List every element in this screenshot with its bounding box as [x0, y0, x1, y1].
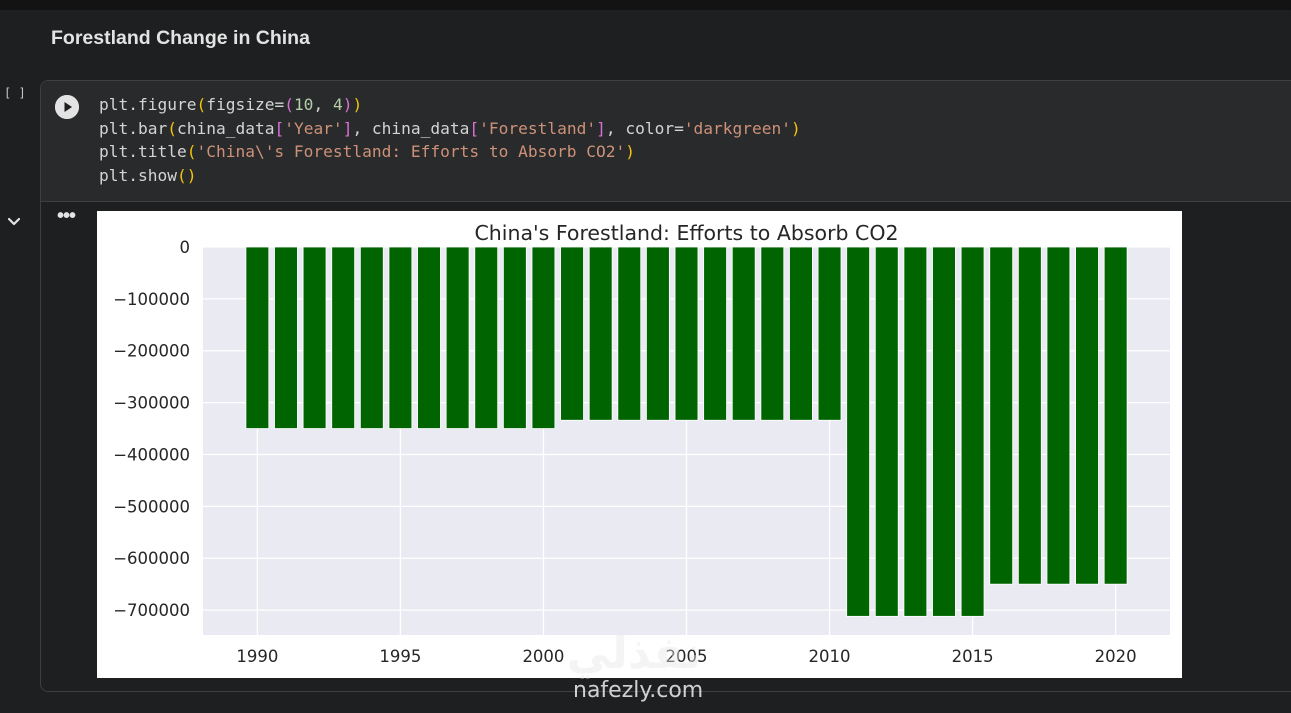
run-cell-button[interactable] — [55, 95, 79, 119]
code-token: ( — [167, 118, 177, 138]
code-token: plt.title — [99, 142, 187, 161]
y-tick-label: −500000 — [113, 497, 190, 516]
code-token: 10 — [293, 95, 314, 114]
window-top-strip — [0, 0, 1291, 10]
bar — [960, 246, 985, 617]
code-token: () — [176, 165, 197, 185]
y-tick-label: −100000 — [113, 290, 190, 309]
bar — [417, 246, 441, 429]
bar — [445, 246, 470, 429]
x-tick-label: 2005 — [666, 647, 708, 666]
code-line: plt.show() — [99, 164, 801, 188]
code-token: plt.bar — [99, 118, 168, 138]
y-tick-label: −300000 — [113, 394, 190, 413]
code-token: ) — [791, 118, 801, 138]
y-tick-label: −200000 — [113, 342, 190, 361]
x-tick-label: 1995 — [379, 647, 421, 666]
code-token: ] — [596, 118, 606, 138]
x-tick-label: 1990 — [236, 647, 278, 666]
code-token: [ — [274, 118, 285, 138]
x-tick-label: 2010 — [809, 647, 851, 666]
bar — [502, 246, 527, 429]
code-token: 4 — [332, 95, 343, 114]
plot-output: 0 −100000 −200000 −300000 −400000 −500000 −600… — [97, 211, 1182, 678]
x-tick-label: 2020 — [1095, 647, 1137, 666]
bar — [1075, 246, 1099, 585]
bar — [874, 246, 899, 617]
bar — [646, 246, 670, 421]
bar — [388, 246, 413, 429]
code-token: plt.figure — [99, 95, 197, 114]
y-tick-label: −700000 — [113, 601, 190, 620]
bar — [617, 246, 642, 421]
section-heading: Forestland Change in China — [51, 27, 310, 49]
code-line: plt.title('China\'s Forestland: Efforts … — [99, 140, 801, 164]
bar — [674, 246, 699, 421]
execution-count: [ ] — [4, 86, 26, 100]
more-horiz-icon: ••• — [57, 205, 76, 227]
code-token: ) — [342, 95, 353, 114]
bar-chart: 0 −100000 −200000 −300000 −400000 −500000 −600… — [113, 221, 1170, 666]
code-token: [ — [469, 118, 480, 138]
y-tick-label: −400000 — [113, 445, 190, 464]
bar — [331, 246, 356, 429]
bar — [245, 246, 270, 429]
chart-title: China's Forestland: Efforts to Absorb CO… — [474, 221, 898, 245]
y-tick-label: −600000 — [113, 549, 190, 568]
code-token: 'Year' — [284, 118, 343, 138]
code-token: ) — [625, 142, 636, 161]
code-token: ( — [284, 95, 294, 114]
output-menu-button[interactable]: ••• — [57, 206, 77, 231]
x-tick-label: 2015 — [952, 647, 994, 666]
bar — [588, 246, 613, 421]
code-token: china_data — [176, 118, 275, 138]
bar — [846, 246, 871, 617]
bar — [989, 246, 1014, 585]
bar — [817, 246, 842, 421]
code-token: ] — [342, 118, 353, 138]
bar — [903, 246, 928, 617]
x-tick-label: 2000 — [522, 647, 564, 666]
code-line: plt.bar(china_data['Year'], china_data['… — [99, 117, 801, 141]
bar — [731, 246, 756, 421]
bar — [274, 246, 298, 429]
collapse-output-button[interactable] — [4, 212, 24, 232]
code-token: plt.show — [99, 165, 177, 185]
notebook-top-edge — [0, 10, 1291, 18]
bar — [1046, 246, 1071, 585]
code-token: 'Forestland' — [479, 118, 597, 138]
code-line: plt.figure(figsize=(10, 4)) — [99, 93, 801, 117]
code-token: 'China\'s Forestland: Efforts to Absorb … — [196, 142, 626, 161]
bar — [474, 246, 499, 429]
code-token: , — [313, 95, 333, 114]
code-token: ( — [186, 142, 197, 161]
y-tick-label: 0 — [180, 238, 191, 257]
code-token: , color= — [605, 118, 684, 138]
chevron-down-icon — [7, 217, 21, 226]
bar — [302, 246, 327, 429]
code-token: ( — [196, 95, 207, 114]
bar — [560, 246, 584, 421]
bar — [531, 246, 556, 429]
code-token: , china_data — [352, 118, 470, 138]
bar — [760, 246, 785, 421]
bar — [359, 246, 384, 429]
play-circle-icon — [55, 95, 79, 119]
code-editor[interactable]: plt.figure(figsize=(10, 4)) plt.bar(china… — [41, 81, 1291, 202]
bar — [932, 246, 956, 617]
code-text[interactable]: plt.figure(figsize=(10, 4)) plt.bar(china… — [99, 93, 801, 187]
code-token: 'darkgreen' — [683, 118, 792, 138]
bar — [703, 246, 727, 421]
bar — [1103, 246, 1128, 585]
bar — [1017, 246, 1042, 585]
code-token: figsize= — [206, 95, 285, 114]
bar — [789, 246, 813, 421]
code-token: ) — [352, 95, 363, 114]
